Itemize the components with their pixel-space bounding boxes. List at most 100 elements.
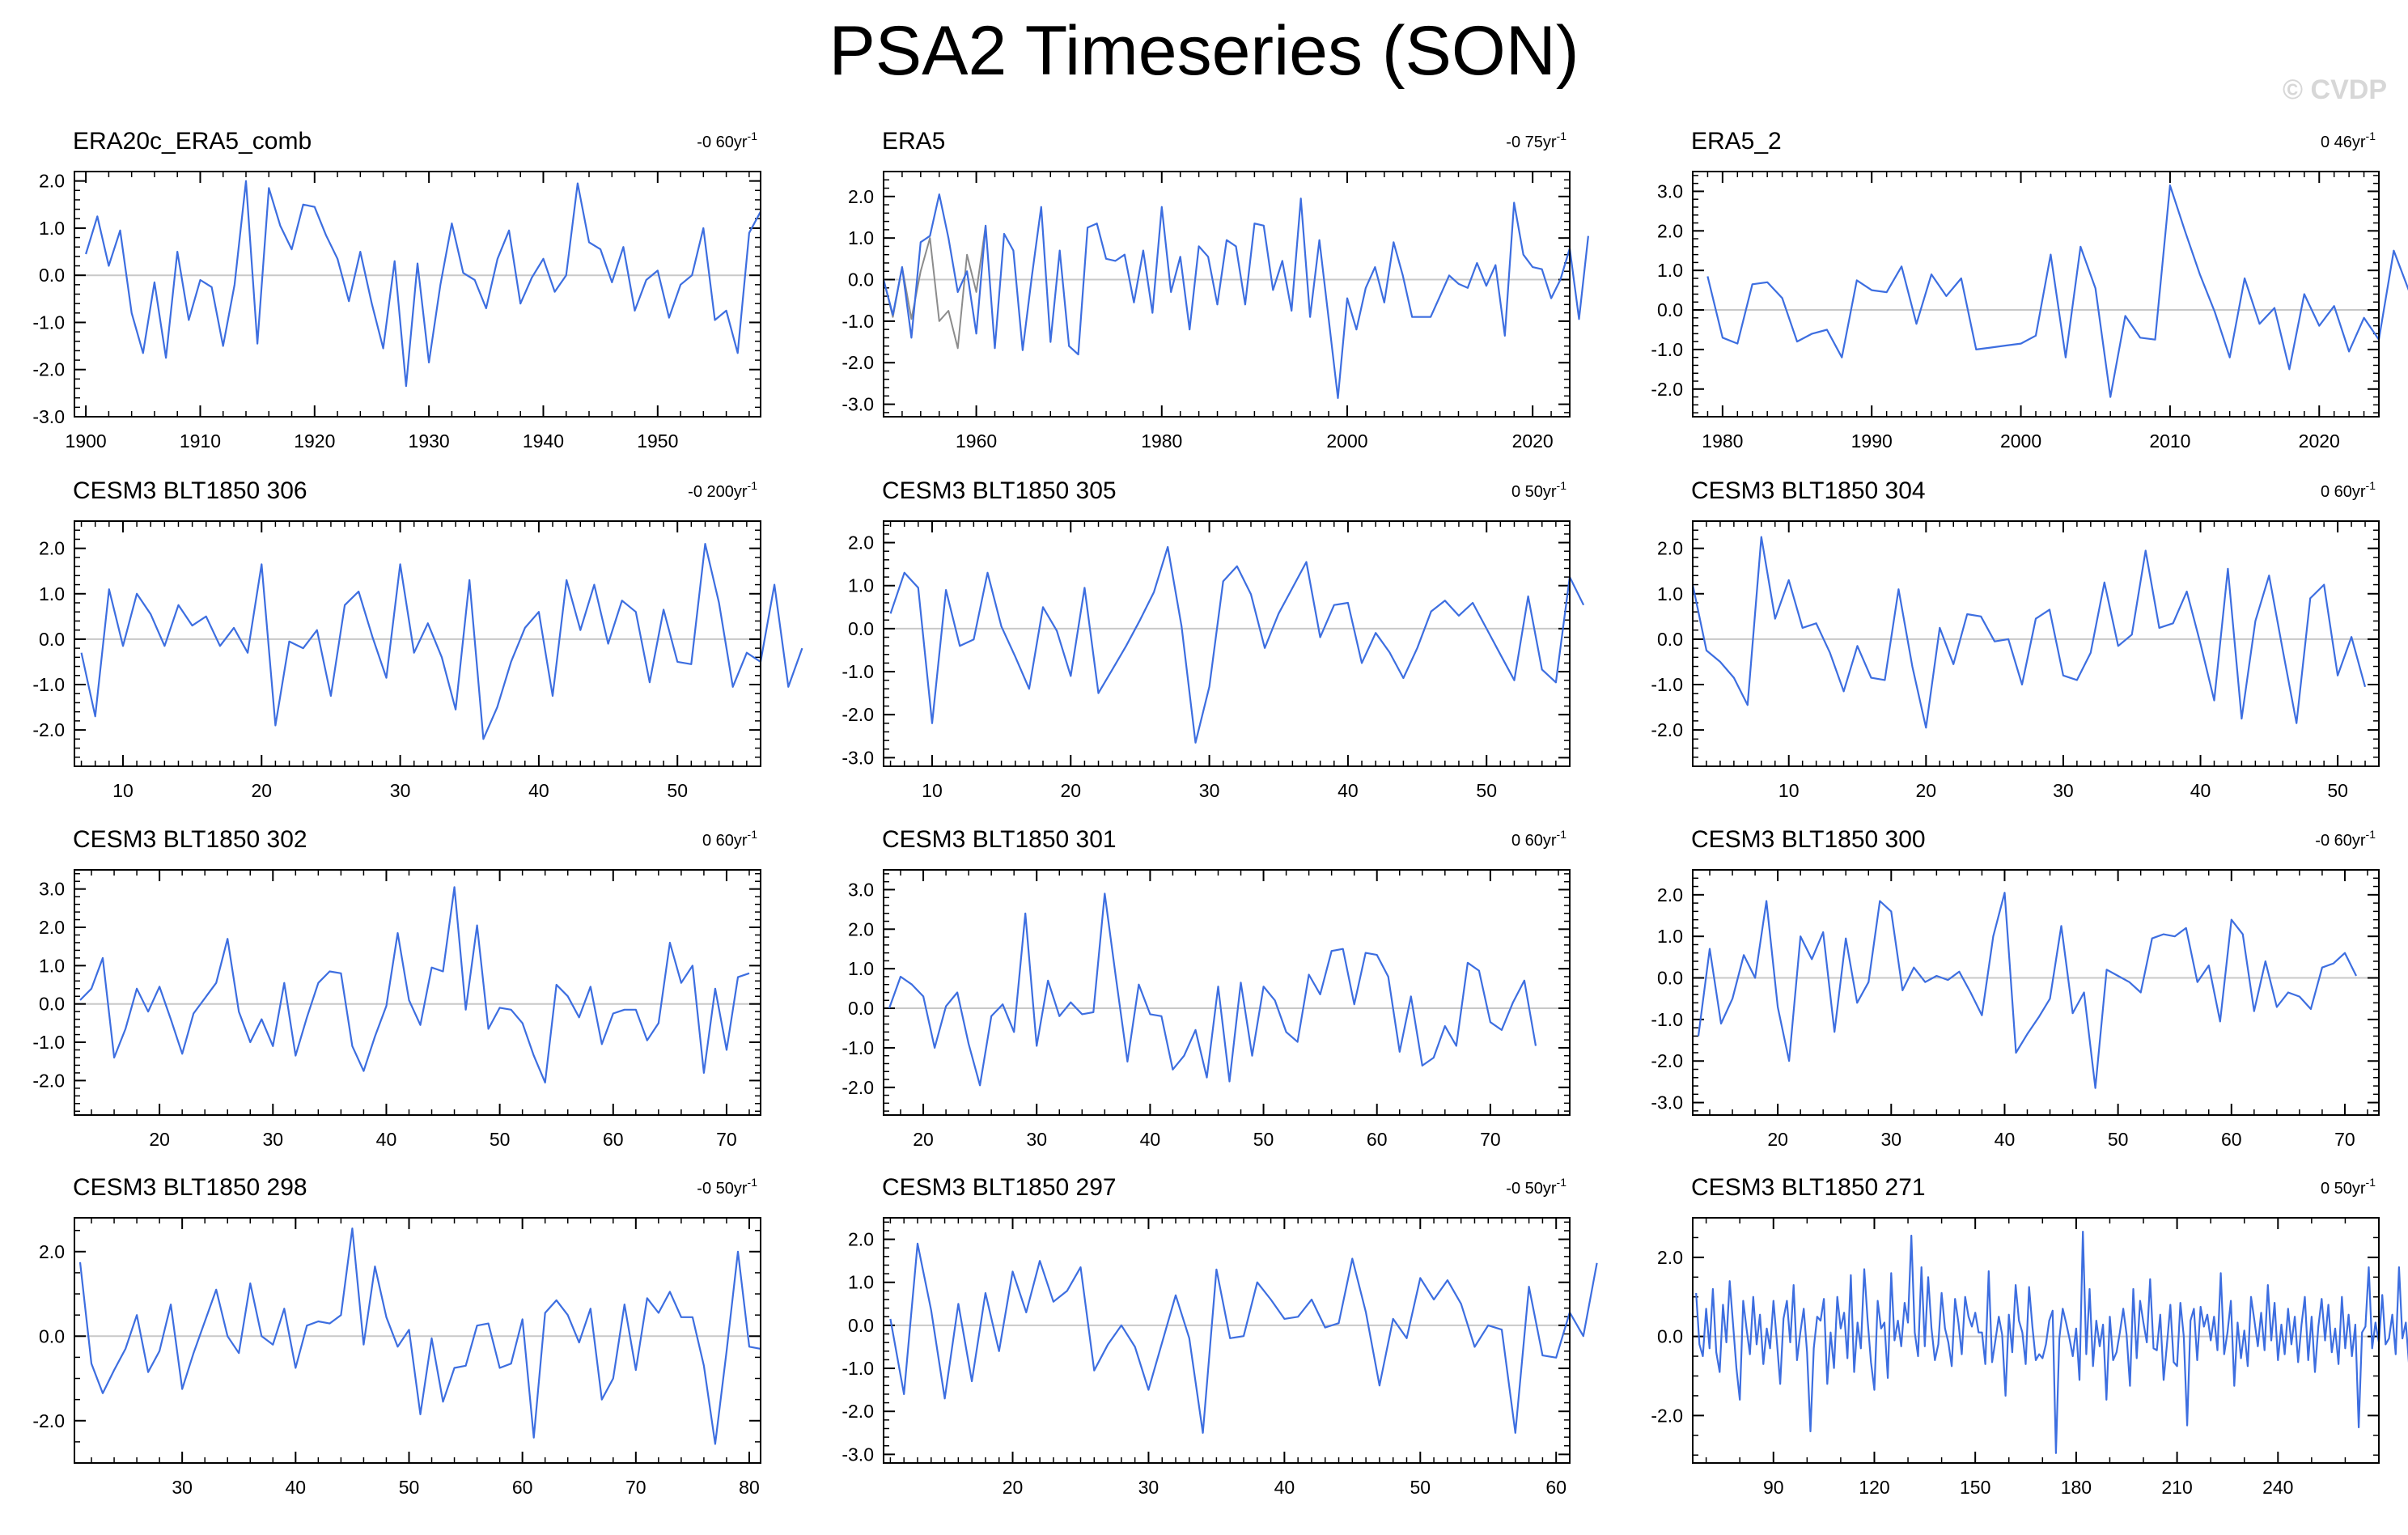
x-tick-label: 1900 <box>66 430 107 452</box>
x-tick-label: 180 <box>2061 1477 2092 1498</box>
x-tick-label: 50 <box>2327 780 2348 801</box>
trend-label: -0 200yr-1 <box>688 479 757 501</box>
trend-unit-exponent: -1 <box>748 479 758 492</box>
plot-frame <box>883 1217 1571 1464</box>
y-tick-label: 3.0 <box>848 879 874 900</box>
series-line <box>882 193 1589 399</box>
panel-title: CESM3 BLT1850 305 <box>882 477 1117 504</box>
y-tick-label: 2.0 <box>1657 1247 1683 1268</box>
plot-frame <box>883 171 1571 418</box>
y-tick-label: 1.0 <box>39 955 65 976</box>
y-tick-label: 1.0 <box>39 218 65 239</box>
plot-frame <box>883 520 1571 767</box>
chart-panel: ERA5_2 0 46yr-1 -2.0 -1.0 0.0 1.0 2.0 3.0 1980 19… <box>1651 128 2408 452</box>
plot-frame <box>1692 1217 2380 1464</box>
plot-frame <box>1692 171 2380 418</box>
trend-unit-exponent: -1 <box>1557 479 1567 492</box>
trend-unit-exponent: -1 <box>1557 1176 1567 1189</box>
x-tick-label: 30 <box>172 1477 193 1498</box>
x-tick-label: 60 <box>603 1129 624 1150</box>
y-tick-label: 3.0 <box>39 879 65 900</box>
y-tick-label: 2.0 <box>39 1241 65 1262</box>
y-tick-label: -2.0 <box>842 352 874 373</box>
x-tick-label: 20 <box>149 1129 170 1150</box>
x-tick-label: 90 <box>1763 1477 1784 1498</box>
x-tick-label: 40 <box>1274 1477 1295 1498</box>
x-tick-label: 50 <box>667 780 688 801</box>
series-line <box>79 886 750 1083</box>
chart-panel: CESM3 BLT1850 304 0 60yr-1 -2.0 -1.0 0.0 1.0 2… <box>1651 477 2380 801</box>
plot-frame <box>74 171 761 418</box>
plot-frame <box>74 520 761 767</box>
x-tick-label: 2020 <box>1512 430 1554 452</box>
plot-frame <box>1692 869 2380 1116</box>
y-tick-label: 2.0 <box>848 186 874 207</box>
y-tick-label: -1.0 <box>842 1358 874 1379</box>
x-tick-label: 1920 <box>294 430 335 452</box>
chart-panel: ERA5 -0 75yr-1 -3.0 -2.0 -1.0 0.0 1.0 2.0 1960 19… <box>842 128 1589 452</box>
y-tick-label: 2.0 <box>39 171 65 192</box>
y-tick-label: -1.0 <box>842 311 874 332</box>
x-tick-label: 60 <box>512 1477 533 1498</box>
trend-unit-exponent: -1 <box>2366 1176 2376 1189</box>
trend-label: -0 50yr-1 <box>697 1176 757 1198</box>
y-tick-label: -2.0 <box>1651 1405 1683 1426</box>
chart-panel: CESM3 BLT1850 306 -0 200yr-1 -2.0 -1.0 0.0 1.… <box>32 477 803 801</box>
main-title: PSA2 Timeseries (SON) <box>829 12 1579 90</box>
series-line <box>80 542 803 740</box>
series-line <box>1706 184 2408 398</box>
y-tick-label: 0.0 <box>39 1325 65 1346</box>
y-tick-label: 0.0 <box>39 994 65 1015</box>
y-tick-label: -3.0 <box>1651 1092 1683 1113</box>
trend-label: 0 46yr-1 <box>2321 129 2376 151</box>
y-tick-label: -2.0 <box>1651 379 1683 400</box>
chart-panel: CESM3 BLT1850 300 -0 60yr-1 -3.0 -2.0 -1.0 0.… <box>1651 826 2380 1150</box>
y-tick-label: 0.0 <box>848 618 874 639</box>
y-tick-label: 1.0 <box>848 958 874 979</box>
series-line <box>1691 536 2367 729</box>
x-tick-label: 150 <box>1960 1477 1990 1498</box>
y-tick-label: 0.0 <box>848 1315 874 1336</box>
y-tick-label: -1.0 <box>1651 339 1683 360</box>
x-tick-label: 120 <box>1859 1477 1889 1498</box>
trend-label: 0 50yr-1 <box>1511 479 1566 501</box>
y-tick-label: 0.0 <box>1657 1326 1683 1347</box>
x-tick-label: 50 <box>490 1129 511 1150</box>
trend-label: 0 60yr-1 <box>702 828 757 850</box>
panel-title: CESM3 BLT1850 304 <box>1691 477 1926 504</box>
x-tick-label: 1950 <box>637 430 678 452</box>
y-tick-label: -3.0 <box>32 406 65 427</box>
y-tick-label: 1.0 <box>1657 926 1683 947</box>
panel-title: ERA5 <box>882 128 945 155</box>
chart-panel: CESM3 BLT1850 271 0 50yr-1 -2.0 0.0 2.0 90 120… <box>1651 1174 2408 1498</box>
panel-title: CESM3 BLT1850 271 <box>1691 1174 1926 1201</box>
x-tick-label: 1940 <box>523 430 564 452</box>
panel-title: CESM3 BLT1850 300 <box>1691 826 1926 853</box>
y-tick-label: -2.0 <box>1651 1050 1683 1071</box>
x-tick-label: 60 <box>1367 1129 1388 1150</box>
x-tick-label: 1930 <box>409 430 450 452</box>
x-tick-label: 240 <box>2262 1477 2293 1498</box>
trend-label: 0 60yr-1 <box>2321 479 2376 501</box>
y-tick-label: 2.0 <box>848 918 874 939</box>
x-tick-label: 30 <box>1199 780 1220 801</box>
y-tick-label: -1.0 <box>842 661 874 682</box>
x-tick-label: 40 <box>1140 1129 1161 1150</box>
x-tick-label: 10 <box>112 780 134 801</box>
chart-panel: CESM3 BLT1850 297 -0 50yr-1 -3.0 -2.0 -1.0 0.… <box>842 1174 1598 1498</box>
panel-title: ERA5_2 <box>1691 128 1782 155</box>
y-tick-label: 1.0 <box>1657 260 1683 281</box>
trend-label: -0 50yr-1 <box>1506 1176 1566 1198</box>
trend-unit-exponent: -1 <box>2366 479 2376 492</box>
y-tick-label: 0.0 <box>1657 299 1683 320</box>
y-tick-label: -1.0 <box>1651 674 1683 695</box>
y-tick-label: 2.0 <box>39 917 65 938</box>
y-tick-label: -1.0 <box>1651 1009 1683 1030</box>
y-tick-label: 0.0 <box>1657 629 1683 650</box>
trend-unit-exponent: -1 <box>2366 828 2376 841</box>
x-tick-label: 1980 <box>1141 430 1182 452</box>
x-tick-label: 50 <box>2108 1129 2129 1150</box>
x-tick-label: 1980 <box>1702 430 1743 452</box>
series-line <box>889 1242 1598 1434</box>
y-tick-label: -2.0 <box>32 1410 65 1431</box>
